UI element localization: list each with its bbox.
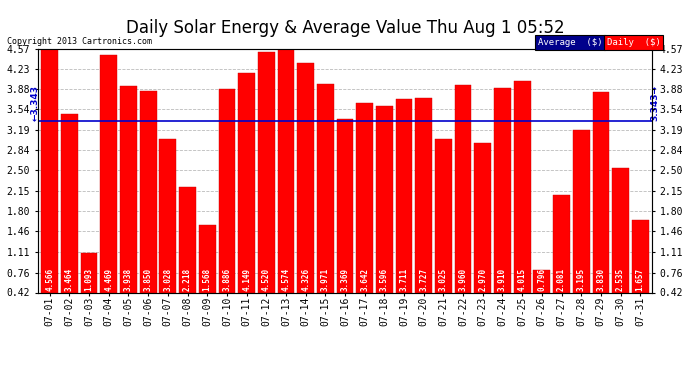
Bar	[219, 89, 235, 292]
Bar	[514, 81, 531, 292]
Text: 3.850: 3.850	[144, 268, 152, 291]
Bar	[238, 74, 255, 292]
Bar	[612, 168, 629, 292]
Text: 2.535: 2.535	[616, 268, 625, 291]
Text: 3.596: 3.596	[380, 268, 389, 291]
Text: 4.015: 4.015	[518, 268, 526, 291]
Bar	[573, 129, 589, 292]
Text: 3.971: 3.971	[321, 268, 330, 291]
Bar	[317, 84, 334, 292]
Text: ←3.343: ←3.343	[31, 85, 40, 121]
Text: 3.830: 3.830	[596, 268, 605, 291]
Text: 4.469: 4.469	[104, 268, 113, 291]
Bar	[277, 48, 295, 292]
Text: Average  ($): Average ($)	[538, 38, 602, 47]
Bar	[41, 49, 58, 292]
Bar	[455, 85, 471, 292]
Text: 3.910: 3.910	[498, 268, 507, 291]
Bar	[593, 92, 609, 292]
Text: 1.093: 1.093	[85, 268, 94, 291]
Bar	[475, 143, 491, 292]
Bar	[356, 103, 373, 292]
Bar	[435, 140, 452, 292]
Text: 1.568: 1.568	[203, 268, 212, 291]
Text: 3.727: 3.727	[420, 268, 428, 291]
Bar	[395, 99, 413, 292]
Text: 3.195: 3.195	[577, 268, 586, 291]
Text: 3.369: 3.369	[340, 268, 350, 291]
Text: 2.970: 2.970	[478, 268, 487, 291]
Text: 3.028: 3.028	[164, 268, 172, 291]
Bar	[258, 52, 275, 292]
Text: 3.343→: 3.343→	[650, 85, 659, 121]
Bar	[120, 86, 137, 292]
Text: 3.960: 3.960	[459, 268, 468, 291]
Bar	[61, 114, 78, 292]
Bar	[159, 140, 176, 292]
Bar	[632, 220, 649, 292]
Text: Daily Solar Energy & Average Value Thu Aug 1 05:52: Daily Solar Energy & Average Value Thu A…	[126, 19, 564, 37]
Text: 3.711: 3.711	[400, 268, 408, 291]
Bar	[140, 91, 157, 292]
Text: 2.081: 2.081	[557, 268, 566, 291]
Bar	[376, 106, 393, 292]
Text: 0.796: 0.796	[538, 268, 546, 291]
Text: 3.938: 3.938	[124, 268, 133, 291]
Text: 2.218: 2.218	[183, 268, 192, 291]
Text: Daily  ($): Daily ($)	[607, 38, 660, 47]
Text: 3.886: 3.886	[222, 268, 231, 291]
Bar	[553, 195, 570, 292]
Bar	[494, 87, 511, 292]
Bar	[81, 253, 97, 292]
Text: 4.326: 4.326	[301, 268, 310, 291]
Bar	[415, 98, 432, 292]
Text: 4.520: 4.520	[262, 268, 270, 291]
Bar	[179, 187, 196, 292]
Bar	[337, 119, 353, 292]
Text: 4.566: 4.566	[46, 268, 55, 291]
Text: 4.574: 4.574	[282, 268, 290, 291]
Text: 1.657: 1.657	[635, 268, 644, 291]
Text: 3.025: 3.025	[439, 268, 448, 291]
Text: 4.149: 4.149	[242, 268, 251, 291]
Text: 3.642: 3.642	[360, 268, 369, 291]
Bar	[533, 270, 550, 292]
Text: Copyright 2013 Cartronics.com: Copyright 2013 Cartronics.com	[7, 38, 152, 46]
Bar	[199, 225, 215, 292]
Bar	[101, 55, 117, 292]
Text: 3.464: 3.464	[65, 268, 74, 291]
Bar	[297, 63, 314, 292]
